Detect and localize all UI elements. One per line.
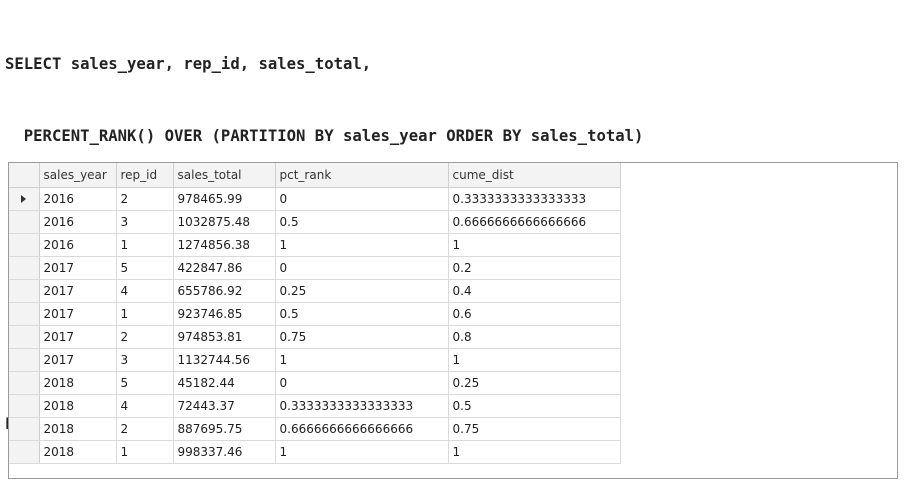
table-row[interactable]: 2017 3 1132744.56 1 1 <box>9 348 621 372</box>
cell-sales-total[interactable]: 923746.85 <box>173 302 276 326</box>
cell-cume-dist[interactable]: 0.8 <box>448 325 621 349</box>
sql-line: PERCENT_RANK() OVER (PARTITION BY sales_… <box>5 127 644 145</box>
cell-pct-rank[interactable]: 0.5 <box>275 302 449 326</box>
cell-pct-rank[interactable]: 0.75 <box>275 325 449 349</box>
cell-sales-total[interactable]: 655786.92 <box>173 279 276 303</box>
row-selector[interactable] <box>9 348 40 372</box>
cell-sales-total[interactable]: 72443.37 <box>173 394 276 418</box>
table-row[interactable]: 2016 3 1032875.48 0.5 0.6666666666666666 <box>9 210 621 234</box>
cell-rep-id[interactable]: 4 <box>116 279 174 303</box>
cell-sales-total[interactable]: 998337.46 <box>173 440 276 464</box>
cell-rep-id[interactable]: 2 <box>116 325 174 349</box>
cell-sales-year[interactable]: 2018 <box>39 394 117 418</box>
cell-pct-rank[interactable]: 1 <box>275 233 449 257</box>
cell-sales-total[interactable]: 422847.86 <box>173 256 276 280</box>
cell-pct-rank[interactable]: 0 <box>275 256 449 280</box>
grid-header-row: sales_year rep_id sales_total pct_rank c… <box>9 163 621 188</box>
cell-rep-id[interactable]: 1 <box>116 302 174 326</box>
row-selector[interactable] <box>9 256 40 280</box>
cell-rep-id[interactable]: 2 <box>116 187 174 211</box>
row-selector[interactable] <box>9 302 40 326</box>
row-selector[interactable] <box>9 279 40 303</box>
table-row[interactable]: 2018 2 887695.75 0.6666666666666666 0.75 <box>9 417 621 441</box>
cell-rep-id[interactable]: 1 <box>116 440 174 464</box>
sql-line: SELECT sales_year, rep_id, sales_total, <box>5 55 372 73</box>
cell-sales-total[interactable]: 978465.99 <box>173 187 276 211</box>
column-header-pct-rank[interactable]: pct_rank <box>275 163 449 188</box>
cell-sales-total[interactable]: 974853.81 <box>173 325 276 349</box>
cell-sales-year[interactable]: 2017 <box>39 325 117 349</box>
table-row[interactable]: 2017 1 923746.85 0.5 0.6 <box>9 302 621 326</box>
cell-rep-id[interactable]: 4 <box>116 394 174 418</box>
grid-body: 2016 2 978465.99 0 0.3333333333333333 2016 3 10… <box>9 187 621 464</box>
cell-sales-year[interactable]: 2018 <box>39 440 117 464</box>
cell-rep-id[interactable]: 5 <box>116 371 174 395</box>
cell-pct-rank[interactable]: 1 <box>275 440 449 464</box>
table-row[interactable]: 2018 5 45182.44 0 0.25 <box>9 371 621 395</box>
row-selector-header[interactable] <box>9 163 40 188</box>
cell-sales-year[interactable]: 2017 <box>39 256 117 280</box>
cell-sales-year[interactable]: 2017 <box>39 302 117 326</box>
cell-sales-year[interactable]: 2016 <box>39 210 117 234</box>
cell-rep-id[interactable]: 3 <box>116 210 174 234</box>
cell-cume-dist[interactable]: 0.6 <box>448 302 621 326</box>
row-selector[interactable] <box>9 325 40 349</box>
cell-cume-dist[interactable]: 0.2 <box>448 256 621 280</box>
row-selector[interactable] <box>9 187 40 211</box>
row-selector[interactable] <box>9 440 40 464</box>
results-grid[interactable]: sales_year rep_id sales_total pct_rank c… <box>9 163 621 464</box>
cell-cume-dist[interactable]: 0.75 <box>448 417 621 441</box>
table-row[interactable]: 2018 1 998337.46 1 1 <box>9 440 621 464</box>
row-selector[interactable] <box>9 417 40 441</box>
cell-sales-year[interactable]: 2016 <box>39 233 117 257</box>
cell-cume-dist[interactable]: 1 <box>448 233 621 257</box>
column-header-sales-total[interactable]: sales_total <box>173 163 276 188</box>
cell-sales-year[interactable]: 2018 <box>39 371 117 395</box>
cell-sales-year[interactable]: 2016 <box>39 187 117 211</box>
cell-sales-total[interactable]: 1274856.38 <box>173 233 276 257</box>
cell-rep-id[interactable]: 5 <box>116 256 174 280</box>
cell-pct-rank[interactable]: 1 <box>275 348 449 372</box>
row-selector[interactable] <box>9 210 40 234</box>
table-row[interactable]: 2017 2 974853.81 0.75 0.8 <box>9 325 621 349</box>
cell-sales-total[interactable]: 1032875.48 <box>173 210 276 234</box>
cell-sales-total[interactable]: 887695.75 <box>173 417 276 441</box>
cell-cume-dist[interactable]: 1 <box>448 348 621 372</box>
cell-cume-dist[interactable]: 0.4 <box>448 279 621 303</box>
table-row[interactable]: 2018 4 72443.37 0.3333333333333333 0.5 <box>9 394 621 418</box>
row-selector[interactable] <box>9 233 40 257</box>
current-row-arrow-icon <box>21 194 27 203</box>
cell-cume-dist[interactable]: 0.5 <box>448 394 621 418</box>
table-row[interactable]: 2017 5 422847.86 0 0.2 <box>9 256 621 280</box>
cell-rep-id[interactable]: 3 <box>116 348 174 372</box>
cell-cume-dist[interactable]: 1 <box>448 440 621 464</box>
row-selector[interactable] <box>9 371 40 395</box>
cell-pct-rank[interactable]: 0 <box>275 371 449 395</box>
cell-rep-id[interactable]: 2 <box>116 417 174 441</box>
cell-sales-year[interactable]: 2017 <box>39 279 117 303</box>
column-header-sales-year[interactable]: sales_year <box>39 163 117 188</box>
cell-cume-dist[interactable]: 0.25 <box>448 371 621 395</box>
cell-cume-dist[interactable]: 0.3333333333333333 <box>448 187 621 211</box>
cell-cume-dist[interactable]: 0.6666666666666666 <box>448 210 621 234</box>
cell-pct-rank[interactable]: 0.6666666666666666 <box>275 417 449 441</box>
row-selector[interactable] <box>9 394 40 418</box>
cell-rep-id[interactable]: 1 <box>116 233 174 257</box>
results-grid-panel[interactable]: sales_year rep_id sales_total pct_rank c… <box>8 162 898 479</box>
cell-sales-total[interactable]: 1132744.56 <box>173 348 276 372</box>
cell-pct-rank[interactable]: 0.3333333333333333 <box>275 394 449 418</box>
cell-pct-rank[interactable]: 0.25 <box>275 279 449 303</box>
cell-pct-rank[interactable]: 0.5 <box>275 210 449 234</box>
cell-sales-year[interactable]: 2018 <box>39 417 117 441</box>
table-row[interactable]: 2016 2 978465.99 0 0.3333333333333333 <box>9 187 621 211</box>
cell-sales-year[interactable]: 2017 <box>39 348 117 372</box>
cell-pct-rank[interactable]: 0 <box>275 187 449 211</box>
column-header-cume-dist[interactable]: cume_dist <box>448 163 621 188</box>
column-header-rep-id[interactable]: rep_id <box>116 163 174 188</box>
cell-sales-total[interactable]: 45182.44 <box>173 371 276 395</box>
table-row[interactable]: 2016 1 1274856.38 1 1 <box>9 233 621 257</box>
table-row[interactable]: 2017 4 655786.92 0.25 0.4 <box>9 279 621 303</box>
